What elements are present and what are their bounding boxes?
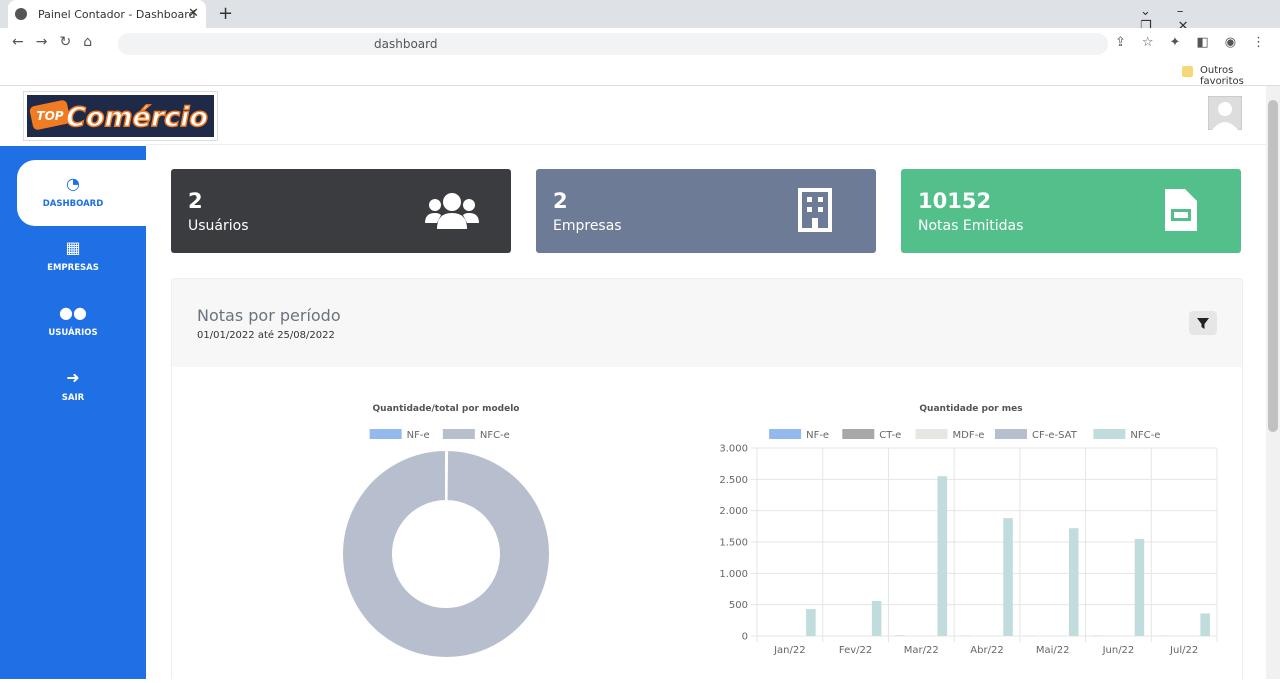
y-tick-label: 1.500 — [719, 538, 748, 549]
filter-icon — [1189, 311, 1217, 335]
nav-label: EMPRESAS — [0, 263, 146, 273]
filter-button[interactable] — [1189, 311, 1217, 335]
stat-value: 10152 — [918, 189, 991, 213]
stat-label: Empresas — [553, 218, 622, 234]
bookmark[interactable]: Outros favoritos — [1200, 65, 1280, 87]
panel-title: Notas por período — [197, 306, 341, 325]
legend-label: NF-e — [806, 430, 829, 441]
stat-value: 2 — [188, 189, 203, 213]
nav-label: DASHBOARD — [0, 199, 146, 209]
nav-label: SAIR — [0, 393, 146, 403]
legend-label: NFC-e — [1130, 430, 1160, 441]
stat-card: 10152 Notas Emitidas — [901, 169, 1241, 253]
stat-card: 2 Empresas — [536, 169, 876, 253]
legend-swatch — [1093, 429, 1125, 439]
tab-title: Painel Contador - Dashboard — [38, 8, 196, 21]
url-text: dashboard — [374, 37, 437, 51]
legend-swatch — [842, 429, 874, 439]
nav-sair[interactable]: ➜ SAIR — [0, 368, 146, 403]
x-tick-label: Abr/22 — [970, 645, 1003, 656]
legend-label: CF-e-SAT — [1032, 430, 1078, 441]
scroll-thumb[interactable] — [1268, 100, 1278, 432]
toolbar-icons[interactable]: ⇪☆✦◧◉⋮ — [1115, 35, 1280, 50]
legend-swatch — [443, 429, 475, 439]
stat-card: 2 Usuários — [171, 169, 511, 253]
stat-value: 2 — [553, 189, 568, 213]
x-tick-label: Mar/22 — [904, 645, 939, 656]
nav-icon: ◔ — [0, 174, 146, 193]
address-bar[interactable]: dashboard — [118, 33, 1108, 55]
bar — [1069, 528, 1079, 636]
nav-icon: ➜ — [0, 368, 146, 387]
y-tick-label: 500 — [729, 600, 748, 611]
y-tick-label: 3.000 — [719, 444, 748, 455]
x-tick-label: Fev/22 — [839, 645, 872, 656]
y-tick-label: 2.000 — [719, 506, 748, 517]
bar — [1135, 539, 1145, 636]
new-tab[interactable]: + — [218, 3, 233, 24]
nav-dashboard[interactable]: ◔ DASHBOARD — [0, 174, 146, 209]
tab-close[interactable]: ✕ — [188, 6, 199, 21]
x-tick-label: Jun/22 — [1102, 645, 1135, 656]
bar — [806, 609, 816, 636]
nav-empresas[interactable]: ▦ EMPRESAS — [0, 238, 146, 273]
avatar[interactable] — [1208, 96, 1242, 130]
chart-title: Quantidade por mes — [919, 404, 1022, 414]
folder-icon — [1182, 66, 1193, 77]
users-icon — [425, 191, 479, 231]
pie-slice — [342, 450, 550, 658]
panel-header: Notas por período 01/01/2022 até 25/08/2… — [171, 278, 1243, 368]
tab-icon — [14, 7, 28, 21]
nav-label: USUÁRIOS — [0, 328, 146, 338]
legend-swatch — [769, 429, 801, 439]
legend-label: MDF-e — [953, 430, 985, 441]
nav-usuarios[interactable]: ●● USUÁRIOS — [0, 303, 146, 338]
panel-subtitle: 01/01/2022 até 25/08/2022 — [197, 330, 335, 341]
bar — [1003, 518, 1013, 636]
stat-label: Usuários — [188, 218, 249, 234]
file-icon — [1165, 189, 1197, 231]
bar — [938, 476, 948, 636]
x-tick-label: Mai/22 — [1036, 645, 1070, 656]
legend-swatch — [370, 429, 402, 439]
legend-swatch — [995, 429, 1027, 439]
legend-label: NF-e — [407, 430, 430, 441]
chart-title: Quantidade/total por modelo — [373, 404, 520, 414]
bookmark-bar: Outros favoritos — [0, 60, 1280, 86]
legend-swatch — [916, 429, 948, 439]
panel-body: Quantidade/total por modelo NF-e NFC-e Quan… — [171, 367, 1243, 679]
nav-icon: ▦ — [0, 238, 146, 257]
legend-label: CT-e — [879, 430, 901, 441]
header-line — [146, 144, 1266, 145]
nav-icon: ●● — [0, 303, 146, 322]
nav-buttons[interactable]: ←→↻⌂ — [12, 34, 104, 50]
building-icon — [798, 188, 832, 232]
x-tick-label: Jan/22 — [773, 645, 806, 656]
legend-label: NFC-e — [480, 430, 510, 441]
x-tick-label: Jul/22 — [1169, 645, 1198, 656]
y-tick-label: 0 — [742, 632, 748, 643]
y-tick-label: 2.500 — [719, 475, 748, 486]
logo-text: Comércio — [66, 102, 208, 133]
charts: Quantidade/total por modelo NF-e NFC-e Quan… — [172, 367, 1242, 679]
stat-label: Notas Emitidas — [918, 218, 1023, 234]
logo-badge: TOP — [36, 109, 63, 123]
browser-tab[interactable]: Painel Contador - Dashboard — [8, 0, 206, 28]
y-tick-label: 1.000 — [719, 569, 748, 580]
bar — [1200, 613, 1210, 636]
bar — [872, 601, 882, 636]
